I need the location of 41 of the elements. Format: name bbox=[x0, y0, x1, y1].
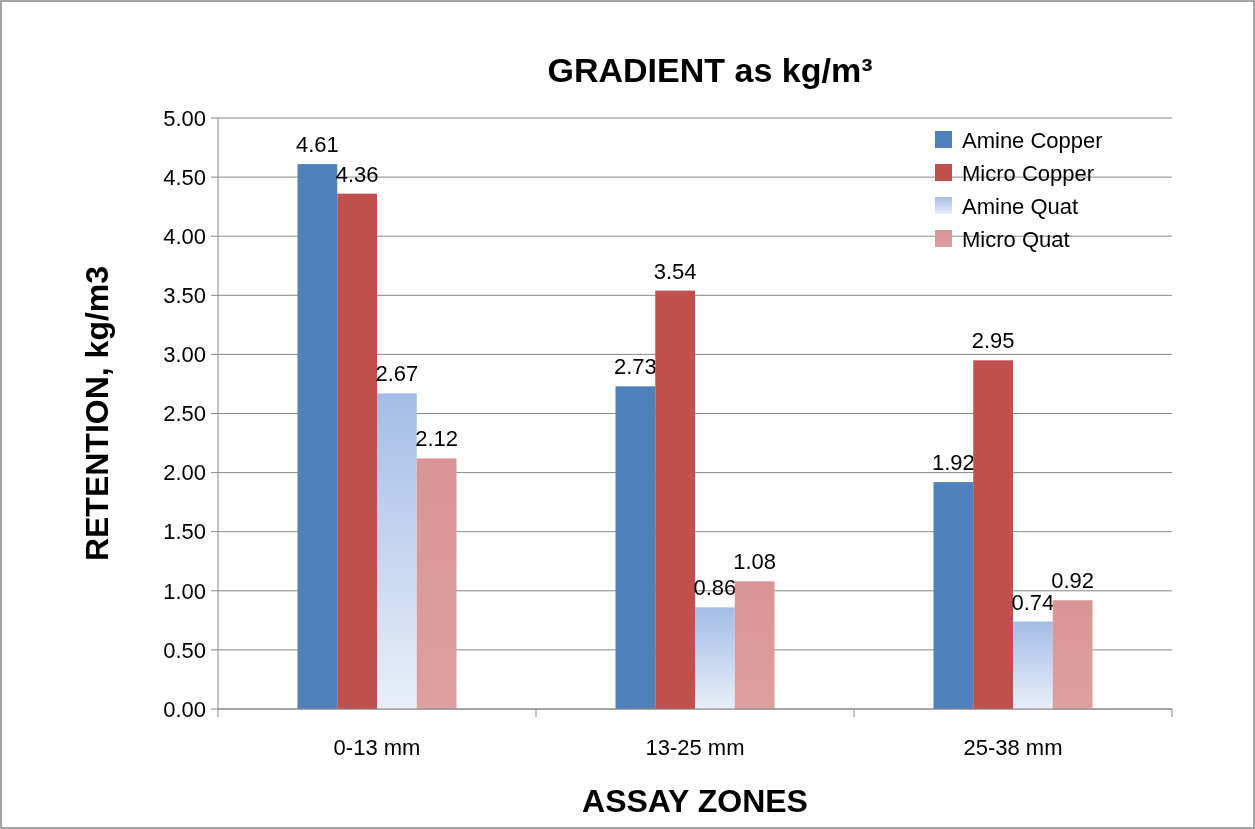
y-tick-label: 0.00 bbox=[163, 696, 206, 722]
y-tick-label: 0.50 bbox=[163, 637, 206, 663]
y-tick-label: 2.50 bbox=[163, 401, 206, 427]
x-tick-label: 25-38 mm bbox=[963, 735, 1063, 760]
y-tick-label: 1.00 bbox=[163, 578, 206, 604]
legend-label: Amine Quat bbox=[962, 193, 1079, 219]
y-tick-label: 1.50 bbox=[163, 519, 206, 545]
legend-label: Micro Copper bbox=[962, 160, 1095, 186]
chart-title: GRADIENT as kg/m³ bbox=[547, 51, 873, 89]
x-axis-title: ASSAY ZONES bbox=[582, 783, 808, 819]
bar bbox=[734, 581, 775, 709]
bar bbox=[615, 386, 656, 709]
data-label: 1.92 bbox=[931, 450, 975, 476]
bar bbox=[337, 193, 377, 709]
bar bbox=[973, 360, 1013, 709]
y-tick-label: 3.00 bbox=[163, 342, 206, 368]
bar bbox=[377, 393, 417, 709]
data-label: 2.95 bbox=[971, 328, 1015, 354]
data-label: 0.92 bbox=[1051, 568, 1095, 594]
bar bbox=[1013, 621, 1053, 709]
bar bbox=[416, 458, 457, 709]
legend-label: Amine Copper bbox=[962, 127, 1103, 153]
bar bbox=[695, 607, 735, 709]
data-label: 2.12 bbox=[415, 426, 459, 452]
data-label: 3.54 bbox=[653, 258, 697, 284]
bar bbox=[297, 164, 338, 709]
y-tick-label: 5.00 bbox=[163, 105, 206, 131]
y-axis-title: RETENTION, kg/m3 bbox=[79, 265, 115, 562]
x-tick-label: 0-13 mm bbox=[333, 735, 421, 760]
y-tick-label: 2.00 bbox=[163, 460, 206, 486]
legend-label: Micro Quat bbox=[962, 226, 1070, 252]
data-label: 2.73 bbox=[613, 354, 657, 380]
x-tick-label: 13-25 mm bbox=[645, 735, 745, 760]
y-tick-label: 3.50 bbox=[163, 283, 206, 308]
bar bbox=[933, 482, 974, 709]
bar bbox=[1052, 600, 1093, 709]
data-label: 4.61 bbox=[295, 132, 339, 158]
data-label: 1.08 bbox=[733, 549, 777, 575]
y-tick-label: 4.00 bbox=[163, 223, 206, 249]
bar bbox=[655, 290, 695, 709]
y-tick-label: 4.50 bbox=[163, 164, 206, 190]
